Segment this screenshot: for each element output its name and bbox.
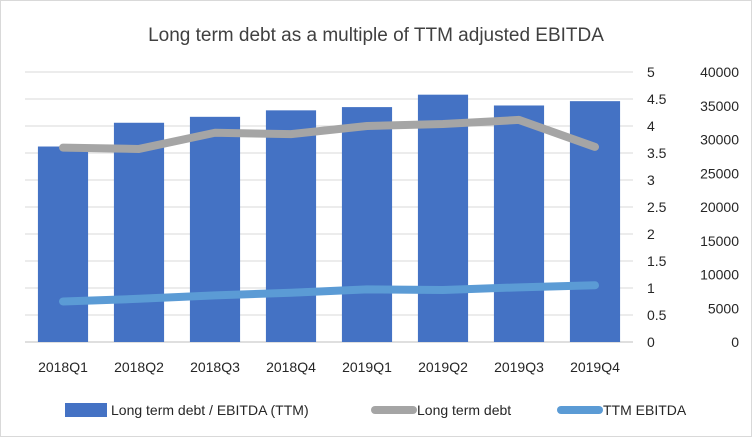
x-tick-label: 2018Q3 [190, 359, 240, 375]
y-inner-tick-label: 0 [647, 334, 655, 350]
bar-2018q1 [37, 146, 89, 342]
bar-2018q4 [265, 110, 317, 342]
y-outer-tick-label: 15000 [700, 233, 739, 249]
y-outer-tick-label: 40000 [700, 64, 739, 80]
bar-2019q3 [493, 105, 545, 342]
y-inner-tick-label: 1 [647, 280, 655, 296]
legend-label: TTM EBITDA [603, 402, 687, 418]
x-axis: 2018Q1 2018Q2 2018Q3 2018Q4 2019Q1 2019Q2 2019… [38, 359, 620, 375]
bar-2018q2 [113, 122, 165, 342]
legend: Long term debt / EBITDA (TTM) Long term d… [65, 402, 687, 418]
y-inner-tick-label: 0.5 [647, 307, 667, 323]
bar-series [37, 94, 621, 343]
line-series [59, 115, 599, 306]
y-inner-tick-label: 5 [647, 64, 655, 80]
y-outer-tick-label: 30000 [700, 132, 739, 148]
y-axis-inner: 0 0.5 1 1.5 2 2.5 3 3.5 4 4.5 5 [647, 64, 667, 350]
x-tick-label: 2019Q4 [570, 359, 620, 375]
y-outer-tick-label: 25000 [700, 165, 739, 181]
y-inner-tick-label: 4.5 [647, 91, 667, 107]
x-tick-label: 2018Q1 [38, 359, 88, 375]
chart-title: Long term debt as a multiple of TTM adju… [148, 25, 604, 46]
y-axis-outer: 0 5000 10000 15000 20000 25000 30000 35000 40000 [700, 64, 739, 350]
y-outer-tick-label: 0 [731, 334, 739, 350]
legend-bar-swatch [65, 403, 107, 417]
y-inner-tick-label: 3 [647, 172, 655, 188]
legend-label: Long term debt [417, 402, 511, 418]
y-inner-tick-label: 2.5 [647, 199, 667, 215]
y-outer-tick-label: 5000 [708, 300, 739, 316]
bar-2019q2 [417, 94, 469, 343]
bar-2018q3 [189, 116, 241, 342]
y-inner-tick-label: 3.5 [647, 145, 667, 161]
y-outer-tick-label: 20000 [700, 199, 739, 215]
x-tick-label: 2018Q4 [266, 359, 316, 375]
y-outer-tick-label: 10000 [700, 267, 739, 283]
y-outer-tick-label: 35000 [700, 98, 739, 114]
x-tick-label: 2019Q1 [342, 359, 392, 375]
x-tick-label: 2018Q2 [114, 359, 164, 375]
y-inner-tick-label: 1.5 [647, 253, 667, 269]
line-ttm-ebitda [59, 281, 599, 306]
x-tick-label: 2019Q2 [418, 359, 468, 375]
x-tick-label: 2019Q3 [494, 359, 544, 375]
line-long-term-debt [59, 115, 599, 153]
bar-2019q1 [341, 107, 393, 342]
y-inner-tick-label: 4 [647, 118, 655, 134]
legend-label: Long term debt / EBITDA (TTM) [111, 402, 309, 418]
y-inner-tick-label: 2 [647, 226, 655, 242]
